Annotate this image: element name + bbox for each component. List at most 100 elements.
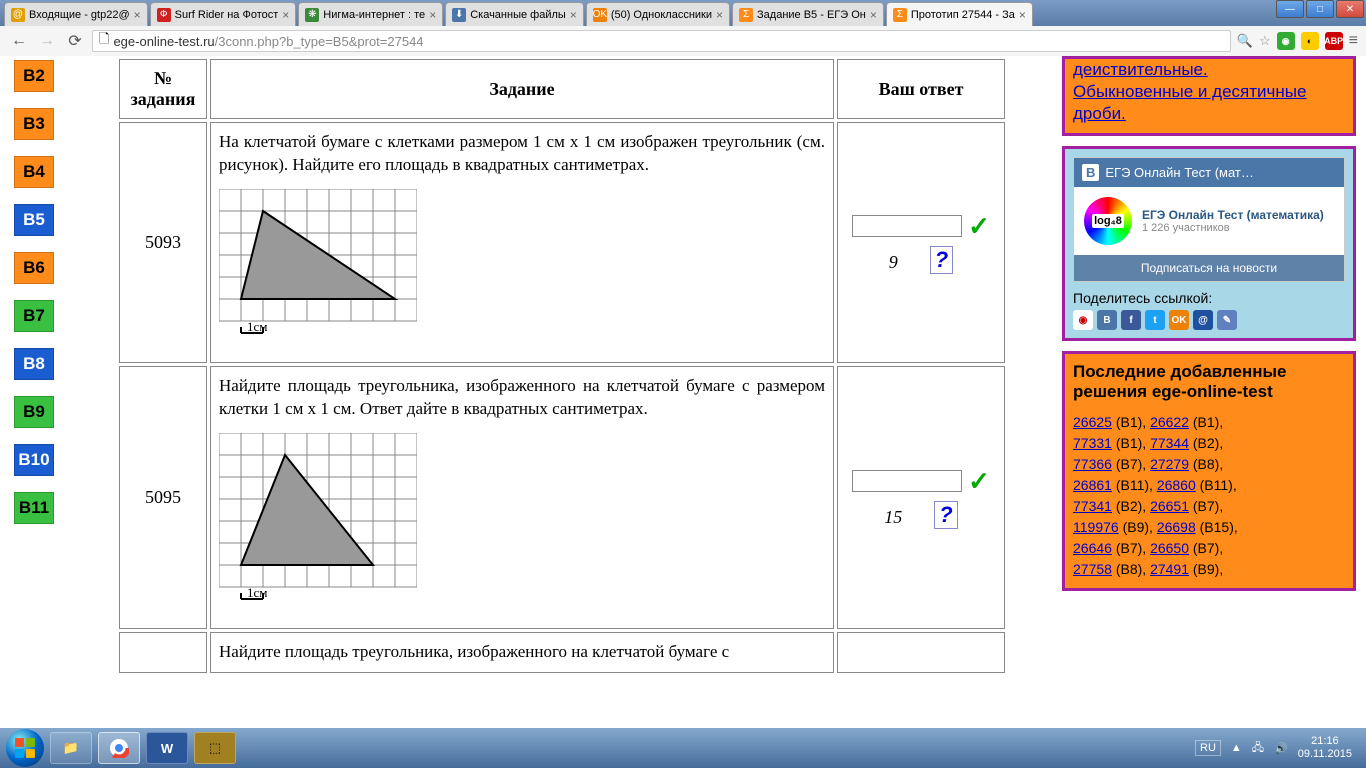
sidebar-link[interactable]: Обыкновенные и десятичные дроби. (1073, 82, 1306, 123)
tray-volume-icon[interactable]: 🔊 (1274, 742, 1288, 755)
tab-title: Прототип 27544 - За (911, 9, 1015, 21)
tray-flag-icon[interactable]: ▲ (1231, 742, 1242, 754)
language-indicator[interactable]: RU (1195, 740, 1221, 756)
tab-title: Задание B5 - ЕГЭ Он (757, 9, 866, 21)
task-nav-b8[interactable]: B8 (14, 348, 54, 380)
recent-link[interactable]: 77341 (1073, 498, 1112, 514)
tab-favicon: ❋ (305, 8, 319, 22)
task-nav-b11[interactable]: B11 (14, 492, 54, 524)
table-header-row: № задания Задание Ваш ответ (119, 59, 1005, 119)
system-tray: RU ▲ 🖧 🔊 21:16 09.11.2015 (1195, 735, 1360, 761)
recent-link[interactable]: 119976 (1073, 519, 1119, 535)
task-nav-b5[interactable]: B5 (14, 204, 54, 236)
answer-input[interactable] (852, 215, 962, 237)
taskbar-explorer[interactable]: 📁 (50, 732, 92, 764)
help-icon[interactable]: ? (934, 501, 957, 529)
vk-group-logo: log₄8 (1084, 197, 1132, 245)
task-text: Найдите площадь треугольника, изображенн… (219, 641, 825, 664)
sidebar: деиствительные. Обыкновенные и десятичны… (1062, 56, 1356, 601)
adblock-icon[interactable]: ABP (1325, 32, 1343, 50)
browser-tab[interactable]: OK(50) Одноклассники× (586, 2, 730, 26)
recent-link[interactable]: 27491 (1150, 561, 1189, 577)
task-nav-b6[interactable]: B6 (14, 252, 54, 284)
task-nav-b3[interactable]: B3 (14, 108, 54, 140)
url-input[interactable]: 🗋 ege-online-test.ru/3conn.php?b_type=B5… (92, 30, 1231, 52)
sidebar-link[interactable]: деиствительные. (1073, 60, 1208, 79)
recent-link[interactable]: 77331 (1073, 435, 1112, 451)
tab-close-icon[interactable]: × (570, 8, 577, 22)
recent-solutions-title: Последние добавленные решения ege-online… (1073, 362, 1345, 402)
browser-tab[interactable]: ΣПрототип 27544 - За× (886, 2, 1033, 26)
recent-link[interactable]: 77344 (1150, 435, 1189, 451)
tab-close-icon[interactable]: × (870, 8, 877, 22)
check-icon[interactable]: ✓ (968, 466, 990, 497)
tab-close-icon[interactable]: × (429, 8, 436, 22)
taskbar-word[interactable]: W (146, 732, 188, 764)
tab-close-icon[interactable]: × (134, 8, 141, 22)
share-icon[interactable]: OK (1169, 310, 1189, 330)
browser-tab[interactable]: ❋Нигма-интернет : те× (298, 2, 443, 26)
recent-link[interactable]: 26651 (1150, 498, 1189, 514)
recent-link[interactable]: 27279 (1150, 456, 1189, 472)
browser-tab[interactable]: ФSurf Rider на Фотост× (150, 2, 297, 26)
page-content: B2 B3 B4 B5 B6 B7 B8 B9 B10 B11 № задания Задание… (0, 56, 1366, 728)
recent-link[interactable]: 26622 (1150, 414, 1189, 430)
taskbar-app[interactable]: ⬚ (194, 732, 236, 764)
reload-button[interactable]: ⟳ (64, 30, 86, 52)
check-icon[interactable]: ✓ (968, 211, 990, 242)
answer-value: 15 (884, 507, 902, 528)
recent-link[interactable]: 26860 (1157, 477, 1196, 493)
svg-text:1см: 1см (247, 585, 268, 600)
task-number: 5095 (119, 366, 207, 629)
answer-input[interactable] (852, 470, 962, 492)
recent-link[interactable]: 77366 (1073, 456, 1112, 472)
task-nav-b2[interactable]: B2 (14, 60, 54, 92)
browser-tab[interactable]: ⬇Скачанные файлы× (445, 2, 584, 26)
taskbar-chrome[interactable] (98, 732, 140, 764)
task-nav-b10[interactable]: B10 (14, 444, 54, 476)
tab-close-icon[interactable]: × (1019, 8, 1026, 22)
recent-link[interactable]: 26650 (1150, 540, 1189, 556)
recent-link[interactable]: 26861 (1073, 477, 1112, 493)
task-nav-b7[interactable]: B7 (14, 300, 54, 332)
tab-favicon: OK (593, 8, 607, 22)
tasks-table: № задания Задание Ваш ответ 5093 На клет… (116, 56, 1008, 676)
tab-favicon: Σ (739, 8, 753, 22)
recent-link[interactable]: 26625 (1073, 414, 1112, 430)
vk-subscribe-button[interactable]: Подписаться на новости (1074, 255, 1344, 281)
share-icon[interactable]: ◉ (1073, 310, 1093, 330)
recent-link[interactable]: 26698 (1157, 519, 1196, 535)
tab-close-icon[interactable]: × (716, 8, 723, 22)
task-nav-b4[interactable]: B4 (14, 156, 54, 188)
bookmark-icon[interactable]: ☆ (1259, 33, 1271, 49)
menu-icon[interactable]: ≡ (1349, 32, 1358, 50)
tray-clock[interactable]: 21:16 09.11.2015 (1298, 735, 1352, 761)
help-icon[interactable]: ? (930, 246, 953, 274)
share-icon[interactable]: t (1145, 310, 1165, 330)
ext-icon-1[interactable]: ◉ (1277, 32, 1295, 50)
forward-button[interactable]: → (36, 30, 58, 52)
recent-link[interactable]: 27758 (1073, 561, 1112, 577)
tray-time: 21:16 (1298, 735, 1352, 748)
window-maximize-button[interactable]: □ (1306, 0, 1334, 18)
share-icon[interactable]: B (1097, 310, 1117, 330)
back-button[interactable]: ← (8, 30, 30, 52)
vk-widget: B ЕГЭ Онлайн Тест (мат… log₄8 ЕГЭ Онлайн… (1073, 157, 1345, 282)
tray-network-icon[interactable]: 🖧 (1252, 739, 1264, 758)
start-button[interactable] (6, 729, 44, 767)
vk-group-name[interactable]: ЕГЭ Онлайн Тест (математика) (1142, 208, 1324, 222)
zoom-icon[interactable]: 🔍 (1237, 33, 1253, 49)
header-num: № задания (119, 59, 207, 119)
tab-close-icon[interactable]: × (282, 8, 289, 22)
task-nav-b9[interactable]: B9 (14, 396, 54, 428)
ext-icon-2[interactable]: ◐ (1301, 32, 1319, 50)
share-icon[interactable]: @ (1193, 310, 1213, 330)
browser-tab[interactable]: Σ Задание B5 - ЕГЭ Он × (732, 2, 884, 26)
window-close-button[interactable]: ✕ (1336, 0, 1364, 18)
browser-tab[interactable]: @Входящие - gtp22@× (4, 2, 148, 26)
share-icon[interactable]: f (1121, 310, 1141, 330)
window-minimize-button[interactable]: — (1276, 0, 1304, 18)
header-task: Задание (210, 59, 834, 119)
share-icon[interactable]: ✎ (1217, 310, 1237, 330)
recent-link[interactable]: 26646 (1073, 540, 1112, 556)
